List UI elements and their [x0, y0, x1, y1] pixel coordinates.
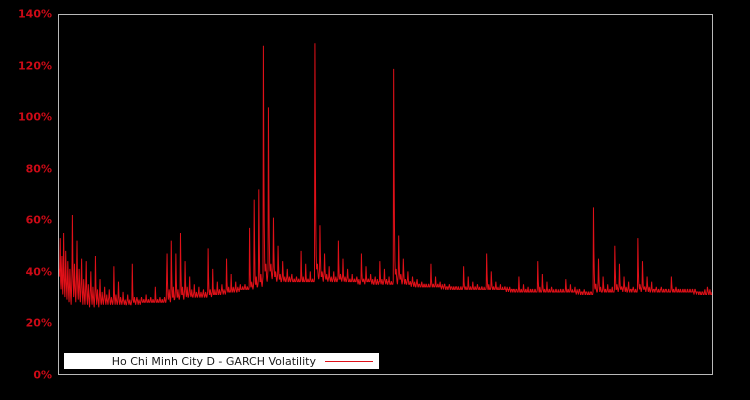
y-axis-tick-20%: 20%: [25, 316, 52, 330]
legend-label: Ho Chi Minh City D - GARCH Volatility: [111, 354, 316, 368]
y-axis-tick-0%: 0%: [33, 368, 52, 382]
y-axis-tick-60%: 60%: [25, 213, 52, 227]
volatility-series: [59, 43, 712, 308]
legend-line-sample: [325, 360, 373, 362]
series-line: [59, 43, 712, 308]
y-axis-tick-120%: 120%: [18, 59, 52, 73]
y-axis-tick-80%: 80%: [25, 162, 52, 176]
y-axis-tick-140%: 140%: [18, 7, 52, 21]
legend: Ho Chi Minh City D - GARCH Volatility: [64, 353, 379, 369]
plot-area: Ho Chi Minh City D - GARCH Volatility: [58, 14, 713, 375]
y-axis-tick-40%: 40%: [25, 265, 52, 279]
y-axis-tick-100%: 100%: [18, 110, 52, 124]
